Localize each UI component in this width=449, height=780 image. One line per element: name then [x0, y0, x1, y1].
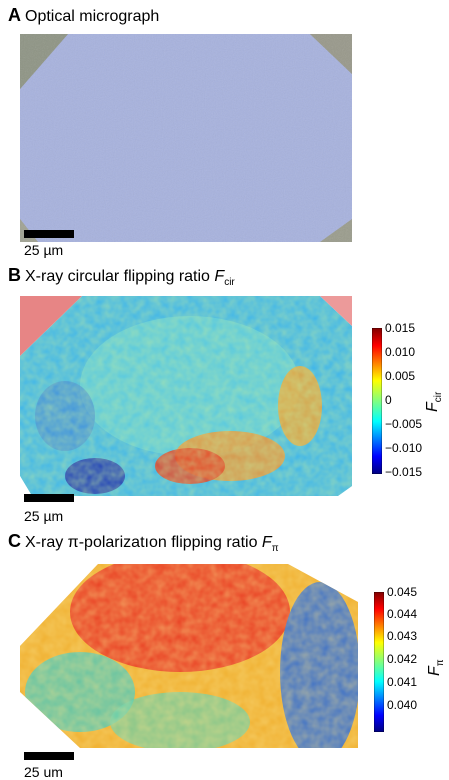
panel-c-colorbar-tick: 0.042 — [387, 652, 417, 666]
panel-b-symbol-sub: cir — [224, 277, 235, 288]
panel-a-scale-bar — [24, 230, 74, 238]
panel-b-scale-label: 25 µm — [24, 508, 63, 524]
panel-c-title: C X-ray π-polarizatıon flipping ratio Fπ — [8, 532, 279, 554]
panel-c-symbol-sub: π — [272, 543, 279, 554]
panel-b-letter: B — [8, 265, 21, 285]
panel-b-colorbar-label: Fcir — [424, 392, 442, 412]
panel-b-colorbar-tick: 0.005 — [385, 369, 415, 383]
panel-b-colorbar-tick: 0.015 — [385, 321, 415, 335]
panel-c-colorbar-label: Fπ — [426, 659, 444, 676]
panel-c-scale-bar — [24, 752, 74, 760]
panel-b-title-text: X-ray circular flipping ratio — [25, 268, 214, 285]
panel-c-scale-label: 25 um — [24, 764, 63, 780]
panel-a-title-text: Optical micrograph — [25, 8, 159, 25]
panel-b-colorbar-tick: −0.005 — [385, 417, 422, 431]
panel-c-letter: C — [8, 531, 21, 551]
panel-c-colorbar-symbol-sub: π — [435, 659, 446, 666]
panel-b-colorbar-symbol-sub: cir — [433, 392, 444, 403]
panel-b-colorbar-tick: −0.010 — [385, 441, 422, 455]
panel-c-colorbar-tick: 0.041 — [387, 675, 417, 689]
panel-a-letter: A — [8, 5, 21, 25]
panel-b-colorbar-symbol: F — [424, 402, 441, 412]
pi-polarization-flipping-ratio-map — [20, 562, 360, 748]
panel-c-title-text: X-ray π-polarizatıon flipping ratio — [25, 534, 262, 551]
circular-flipping-ratio-map — [20, 296, 352, 496]
optical-micrograph-image — [20, 34, 352, 242]
panel-c-colorbar-tick: 0.044 — [387, 607, 417, 621]
panel-b-scale-bar — [24, 494, 74, 502]
panel-b-colorbar-tick: 0 — [385, 393, 392, 407]
panel-b-title: B X-ray circular flipping ratio Fcir — [8, 266, 235, 288]
panel-b-colorbar-tick: −0.015 — [385, 465, 422, 479]
panel-c-colorbar-tick: 0.040 — [387, 698, 417, 712]
panel-c-colorbar-tick: 0.043 — [387, 629, 417, 643]
panel-a-title: A Optical micrograph — [8, 6, 159, 26]
panel-c-colorbar — [374, 592, 384, 732]
panel-b-colorbar — [372, 328, 382, 474]
panel-b-symbol: F — [214, 268, 224, 285]
panel-b-colorbar-tick: 0.010 — [385, 345, 415, 359]
panel-c-symbol: F — [262, 534, 272, 551]
panel-c-colorbar-symbol: F — [426, 666, 443, 676]
panel-c-colorbar-tick: 0.045 — [387, 585, 417, 599]
panel-a-scale-label: 25 µm — [24, 242, 63, 258]
